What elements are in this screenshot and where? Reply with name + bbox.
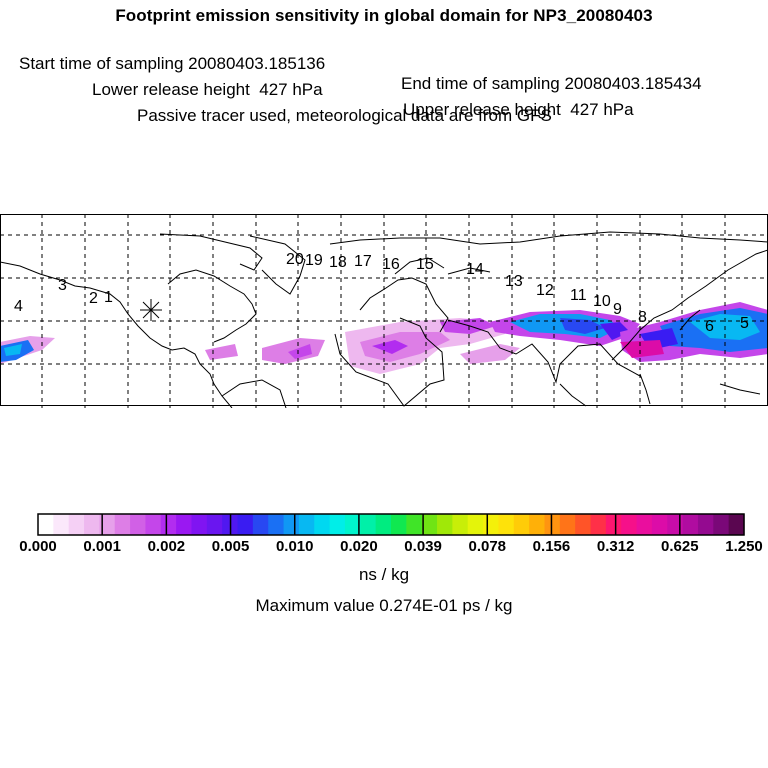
colorbar-tick-label: 0.001 bbox=[83, 538, 121, 555]
colorbar-cell bbox=[283, 514, 300, 535]
colorbar-cell bbox=[130, 514, 147, 535]
traj-label-1: 1 bbox=[104, 289, 113, 306]
colorbar-cell bbox=[176, 514, 193, 535]
traj-label-12: 12 bbox=[536, 282, 554, 299]
tracer-note-line: Passive tracer used, meteorological data… bbox=[0, 86, 768, 126]
colorbar-cell bbox=[391, 514, 407, 535]
colorbar-cell bbox=[452, 514, 469, 535]
lower-height-text: Lower release height 427 hPa bbox=[92, 80, 323, 99]
colorbar-cell bbox=[437, 514, 453, 535]
colorbar-cell bbox=[713, 514, 730, 535]
colorbar-cell bbox=[728, 514, 745, 535]
colorbar-tick-label: 0.000 bbox=[19, 538, 57, 555]
colorbar-tick-label: 0.010 bbox=[275, 538, 314, 555]
traj-label-9: 9 bbox=[613, 301, 622, 318]
upper-height-text: Upper release height 427 hPa bbox=[403, 100, 634, 119]
colorbar-cell bbox=[483, 514, 500, 535]
trajectory-labels: 20 19 18 17 16 15 14 13 12 11 10 9 8 6 5… bbox=[14, 251, 749, 335]
traj-label-14: 14 bbox=[466, 261, 484, 278]
traj-label-19: 19 bbox=[305, 252, 323, 269]
traj-label-4: 4 bbox=[14, 298, 23, 315]
colorbar-cell bbox=[636, 514, 653, 535]
colorbar-cell bbox=[651, 514, 668, 535]
colorbar bbox=[37, 513, 745, 536]
colorbar-cell bbox=[344, 514, 361, 535]
colorbar-cell bbox=[237, 514, 254, 535]
sampling-time-line: Start time of sampling 20080403.185136 E… bbox=[0, 34, 768, 94]
colorbar-tick-label: 0.625 bbox=[661, 538, 699, 555]
colorbar-cell bbox=[329, 514, 346, 535]
release-height-line: Lower release height 427 hPa Upper relea… bbox=[0, 60, 768, 120]
colorbar-cell bbox=[605, 514, 622, 535]
colorbar-cell bbox=[406, 514, 423, 535]
colorbar-cell bbox=[575, 514, 592, 535]
colorbar-tick-label: 0.312 bbox=[596, 538, 635, 555]
traj-label-16: 16 bbox=[382, 256, 400, 273]
colorbar-cell bbox=[38, 514, 54, 535]
traj-label-13: 13 bbox=[505, 273, 523, 290]
colorbar-cell bbox=[513, 514, 530, 535]
traj-label-5: 5 bbox=[740, 315, 749, 332]
colorbar-tick-label: 0.002 bbox=[147, 538, 186, 555]
traj-label-10: 10 bbox=[593, 293, 611, 310]
traj-label-2: 2 bbox=[89, 290, 98, 307]
colorbar-cell bbox=[375, 514, 392, 535]
colorbar-cell bbox=[667, 514, 684, 535]
traj-label-15: 15 bbox=[416, 256, 434, 273]
colorbar-cell bbox=[84, 514, 100, 535]
colorbar-cell bbox=[360, 514, 377, 535]
coastlines bbox=[0, 231, 768, 408]
colorbar-tick-label: 0.020 bbox=[340, 538, 378, 555]
colorbar-cell bbox=[206, 514, 223, 535]
end-time-text: End time of sampling 20080403.185434 bbox=[401, 74, 702, 93]
colorbar-cell bbox=[252, 514, 269, 535]
traj-label-8: 8 bbox=[638, 309, 647, 326]
colorbar-frame bbox=[37, 513, 745, 536]
colorbar-tick-label: 0.156 bbox=[532, 538, 571, 555]
colorbar-cell bbox=[529, 514, 546, 535]
colorbar-cell bbox=[53, 514, 70, 535]
colorbar-cell bbox=[298, 514, 315, 535]
traj-label-17: 17 bbox=[354, 253, 372, 270]
colorbar-cell bbox=[114, 514, 131, 535]
colorbar-cells bbox=[38, 514, 745, 535]
start-time-text: Start time of sampling 20080403.185136 bbox=[19, 54, 326, 73]
colorbar-cell bbox=[421, 514, 438, 535]
colorbar-tick-label: 0.005 bbox=[211, 538, 250, 555]
colorbar-cell bbox=[268, 514, 285, 535]
lat-lon-grid bbox=[0, 214, 768, 408]
traj-label-20: 20 bbox=[286, 251, 304, 268]
colorbar-cell bbox=[99, 514, 116, 535]
colorbar-dividers bbox=[101, 514, 681, 535]
tracer-note-text: Passive tracer used, meteorological data… bbox=[137, 106, 552, 125]
colorbar-cell bbox=[590, 514, 607, 535]
traj-label-11: 11 bbox=[570, 287, 587, 304]
sensitivity-field bbox=[0, 302, 768, 374]
colorbar-cell bbox=[314, 514, 331, 535]
plot-title: Footprint emission sensitivity in global… bbox=[115, 6, 653, 25]
traj-label-3: 3 bbox=[58, 277, 67, 294]
colorbar-cell bbox=[467, 514, 484, 535]
colorbar-units: ns / kg bbox=[358, 565, 410, 584]
colorbar-cell bbox=[191, 514, 208, 535]
colorbar-tick-label: 1.250 bbox=[725, 538, 763, 555]
colorbar-tick-label: 0.039 bbox=[404, 538, 442, 555]
footprint-map: 20 19 18 17 16 15 14 13 12 11 10 9 8 6 5… bbox=[0, 214, 768, 408]
colorbar-cell bbox=[544, 514, 561, 535]
maximum-value-text: Maximum value 0.274E-01 ps / kg bbox=[255, 596, 513, 615]
colorbar-tick-label: 0.078 bbox=[468, 538, 507, 555]
traj-label-18: 18 bbox=[329, 254, 347, 271]
colorbar-cell bbox=[145, 514, 162, 535]
release-point-asterisk bbox=[140, 299, 162, 321]
colorbar-cell bbox=[682, 514, 699, 535]
traj-label-6: 6 bbox=[705, 318, 714, 335]
colorbar-cell bbox=[621, 514, 638, 535]
colorbar-cell bbox=[68, 514, 85, 535]
colorbar-cell bbox=[697, 514, 714, 535]
colorbar-cell bbox=[559, 514, 576, 535]
colorbar-cell bbox=[160, 514, 177, 535]
colorbar-cell bbox=[498, 514, 515, 535]
